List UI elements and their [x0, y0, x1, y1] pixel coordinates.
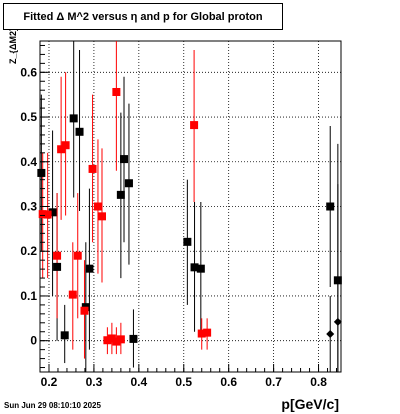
x-tick-label: 0.6: [220, 375, 237, 389]
data-point: [73, 251, 82, 260]
x-tick-label: 0.5: [175, 375, 192, 389]
data-point: [333, 317, 342, 326]
data-point: [61, 141, 70, 150]
data-point: [48, 208, 57, 217]
data-point: [190, 263, 199, 272]
data-point: [60, 331, 69, 340]
data-point: [197, 329, 206, 338]
data-point: [53, 251, 62, 260]
y-tick-label: 0.2: [20, 244, 37, 258]
data-point: [53, 262, 62, 271]
data-point: [203, 328, 212, 337]
data-point: [112, 87, 121, 96]
data-point: [116, 335, 125, 344]
x-tick-label: 0.8: [310, 375, 327, 389]
data-point: [80, 306, 89, 315]
y-axis-label: Z_{ΔM2}: [8, 27, 18, 64]
data-point: [183, 237, 192, 246]
data-point: [85, 264, 94, 273]
y-tick-label: 0.5: [20, 110, 37, 124]
data-point: [116, 190, 125, 199]
data-point: [103, 336, 112, 345]
data-point: [124, 179, 133, 188]
title-box: Fitted Δ M^2 versus η and p for Global p…: [3, 3, 283, 30]
data-point: [68, 290, 77, 299]
data-point: [333, 276, 342, 285]
data-point: [190, 121, 199, 130]
data-point: [326, 329, 335, 338]
data-point: [112, 337, 121, 346]
y-tick-label: 0: [30, 334, 37, 348]
data-point: [93, 202, 102, 211]
data-point: [75, 127, 84, 136]
data-point: [97, 212, 106, 221]
data-point: [196, 264, 205, 273]
data-point: [88, 164, 97, 173]
x-axis-label: p[GeV/c]: [281, 396, 339, 412]
grid-lines: [40, 41, 341, 372]
y-tick-label: 0.6: [20, 65, 37, 79]
y-tick-label: 0.3: [20, 200, 37, 214]
timestamp: Sun Jun 29 08:10:10 2025: [4, 401, 101, 410]
data-point: [69, 114, 78, 123]
y-tick-label: 0.4: [20, 155, 37, 169]
x-tick-label: 0.4: [130, 375, 147, 389]
y-tick-label: 0.1: [20, 289, 37, 303]
x-tick-label: 0.2: [41, 375, 58, 389]
data-point: [38, 210, 47, 219]
data-point: [43, 210, 52, 219]
x-tick-label: 0.7: [265, 375, 282, 389]
data-point: [37, 168, 46, 177]
data-point: [129, 334, 138, 343]
x-tick-label: 0.3: [86, 375, 103, 389]
data-point: [107, 334, 116, 343]
data-point: [326, 202, 335, 211]
data-point: [57, 145, 66, 154]
data-point: [120, 155, 129, 164]
axes: 0.2 0.3 0.4 0.5 0.6 0.7 0.8 0 0.1 0.2 0.3 0.4 0.5 0.6: [20, 44, 338, 389]
chart-title: Fitted Δ M^2 versus η and p for Global p…: [23, 10, 263, 23]
data-markers: [37, 87, 342, 346]
